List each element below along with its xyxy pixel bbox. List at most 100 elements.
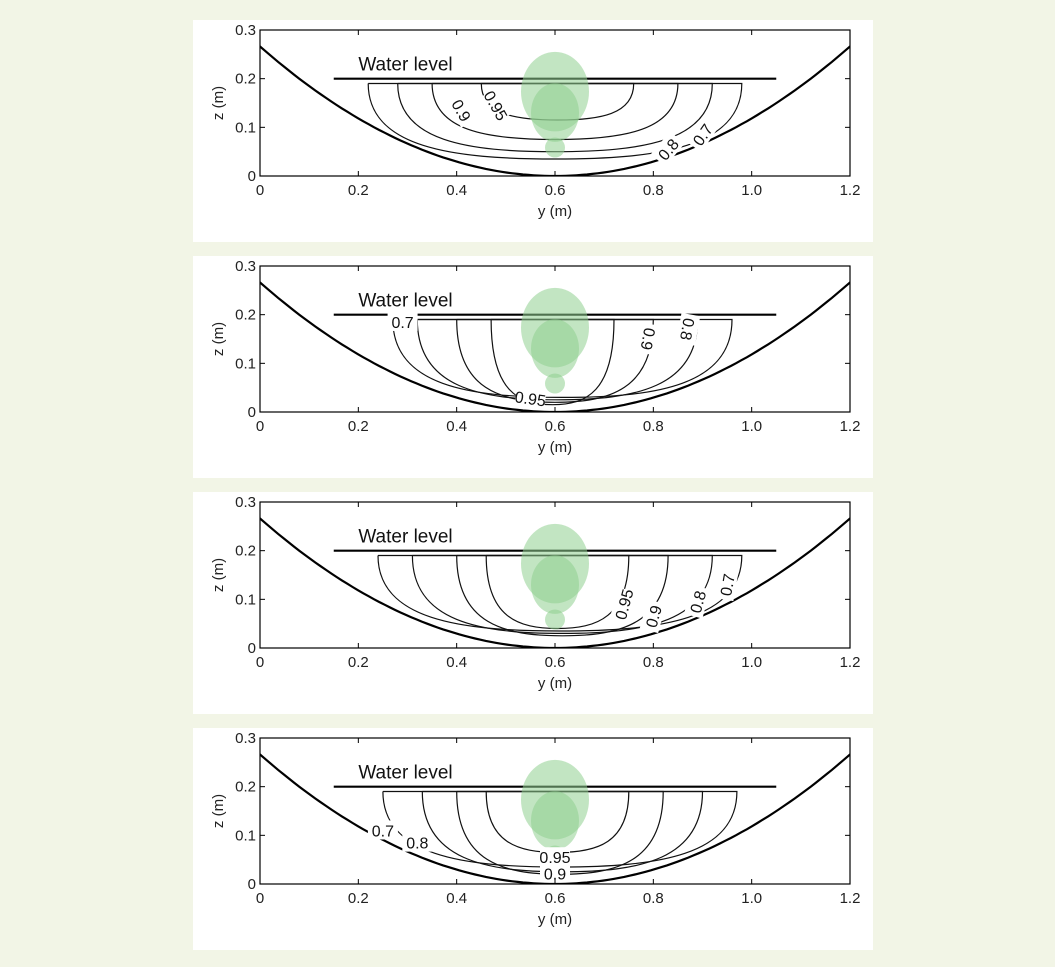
contour-label-bg [714,568,739,602]
contour-panel-1: 0.9 0.95 0.8 0.7 Water level 0 0.2 0.4 0.6 0.8 1.0… [193,20,873,242]
contour-label-bg [650,131,685,167]
x-tick-label: 0.8 [643,890,664,907]
y-tick-label: 0.3 [235,258,256,275]
contour-label: 0.8 [676,317,697,342]
y-tick-label: 0.1 [235,355,256,372]
contour-label-bg [639,599,666,634]
contour-label-bg [367,820,398,840]
contour-label: 0.9 [644,604,666,630]
y-tick-label: 0.2 [235,307,256,324]
x-tick-label: 0.2 [348,418,369,435]
y-tick-label: 0.3 [235,494,256,511]
plot-area [260,280,850,412]
water-level-label: Water level [358,763,452,784]
x-tick-label: 0.2 [348,890,369,907]
x-tick-label: 0.8 [643,182,664,199]
y-tick-label: 0.3 [235,22,256,39]
plant-shape [521,51,589,158]
x-tick-label: 0.8 [643,654,664,671]
contour-label-bg [480,87,513,123]
contour-label-bg [540,847,570,867]
contour-line-0-7 [367,82,743,160]
y-tick-label: 0.2 [235,779,256,796]
chart-svg: 0.7 0.8 0.950.9 Water level 0 0.2 0.4 0.6 0.8 1.0… [210,730,861,928]
plot-area [260,516,850,648]
x-tick-label: 0.4 [446,418,467,435]
channel-bed [260,280,850,412]
y-tick-label: 0.1 [235,591,256,608]
water-level-label: Water level [358,291,452,312]
x-tick-label: 0 [256,182,264,199]
x-tick-label: 0.6 [545,418,566,435]
y-tick-label: 0.1 [235,827,256,844]
x-tick-label: 1.0 [741,418,762,435]
x-tick-label: 0.6 [545,890,566,907]
plot-area [260,44,850,176]
contour-line-0-7 [392,318,733,399]
y-tick-label: 0 [248,404,256,421]
x-tick-label: 0 [256,418,264,435]
y-axis-label: z (m) [210,86,227,120]
y-axis-label: z (m) [210,794,227,828]
y-tick-label: 0.2 [235,543,256,560]
contour-label: 0.95 [514,389,547,410]
contour-label-bg [685,116,719,153]
y-tick-label: 0 [248,876,256,893]
x-axis-label: y (m) [538,203,572,220]
contour-panel-4: 0.7 0.8 0.95 0.9 Water level 0 0.2 0.4 0.6 0.8 1.0… [193,728,873,950]
x-axis-label: y (m) [538,439,572,456]
contour-label: 0.95 [539,850,570,867]
contour-label: 0.9 [544,866,566,883]
chart-svg: 0.7 0.9 0.8 0.95 Water level 0 0.2 0.4 0.6 0.8 1.0… [210,258,861,456]
contour-panel-3: 0.95 0.9 0.8 0.7 Water level 0 0.2 0.4 0.6 0.8 1.0… [193,492,873,714]
x-tick-label: 1.0 [741,654,762,671]
contour-label-bg [610,587,637,622]
y-axis-label: z (m) [210,322,227,356]
contour-label: 0.8 [688,589,710,615]
contour-label-bg [540,863,570,883]
y-tick-label: 0.2 [235,71,256,88]
x-tick-label: 0 [256,654,264,671]
x-tick-label: 0.6 [545,654,566,671]
plant-shape [521,523,589,630]
x-tick-label: 0 [256,890,264,907]
y-tick-label: 0.3 [235,730,256,747]
x-axis-label: y (m) [538,675,572,692]
contour-line-0-8 [416,318,699,401]
x-tick-label: 1.2 [840,654,861,671]
contour-label: 0.7 [718,572,739,597]
contour-label-bg [387,311,418,331]
x-tick-label: 0.4 [446,654,467,671]
channel-bed [260,516,850,648]
contour-label-bg [402,832,433,852]
contour-label: 0.7 [391,315,413,332]
x-tick-label: 0.2 [348,182,369,199]
x-axis-label: y (m) [538,911,572,928]
x-tick-label: 0.4 [446,182,467,199]
channel-bed [260,44,850,176]
contour-label-bg [684,584,711,619]
contour-line-0-95 [490,318,615,406]
contour-line-0-9 [456,554,669,637]
x-tick-label: 1.2 [840,418,861,435]
plant-shape [521,287,589,394]
contour-label: 0.9 [637,326,658,351]
contour-line-0-9 [456,318,654,403]
water-level-label: Water level [358,55,452,76]
y-axis-label: z (m) [210,558,227,592]
contour-label-bg [446,92,478,128]
y-tick-label: 0 [248,168,256,185]
x-tick-label: 0.2 [348,654,369,671]
x-tick-label: 1.2 [840,890,861,907]
channel-bed [260,752,850,884]
x-tick-label: 0.4 [446,890,467,907]
x-tick-label: 0.8 [643,418,664,435]
contour-label: 0.95 [480,88,510,124]
y-tick-label: 0.1 [235,119,256,136]
contour-label: 0.7 [372,823,394,840]
contour-label-bg [676,312,701,346]
x-tick-label: 1.0 [741,890,762,907]
